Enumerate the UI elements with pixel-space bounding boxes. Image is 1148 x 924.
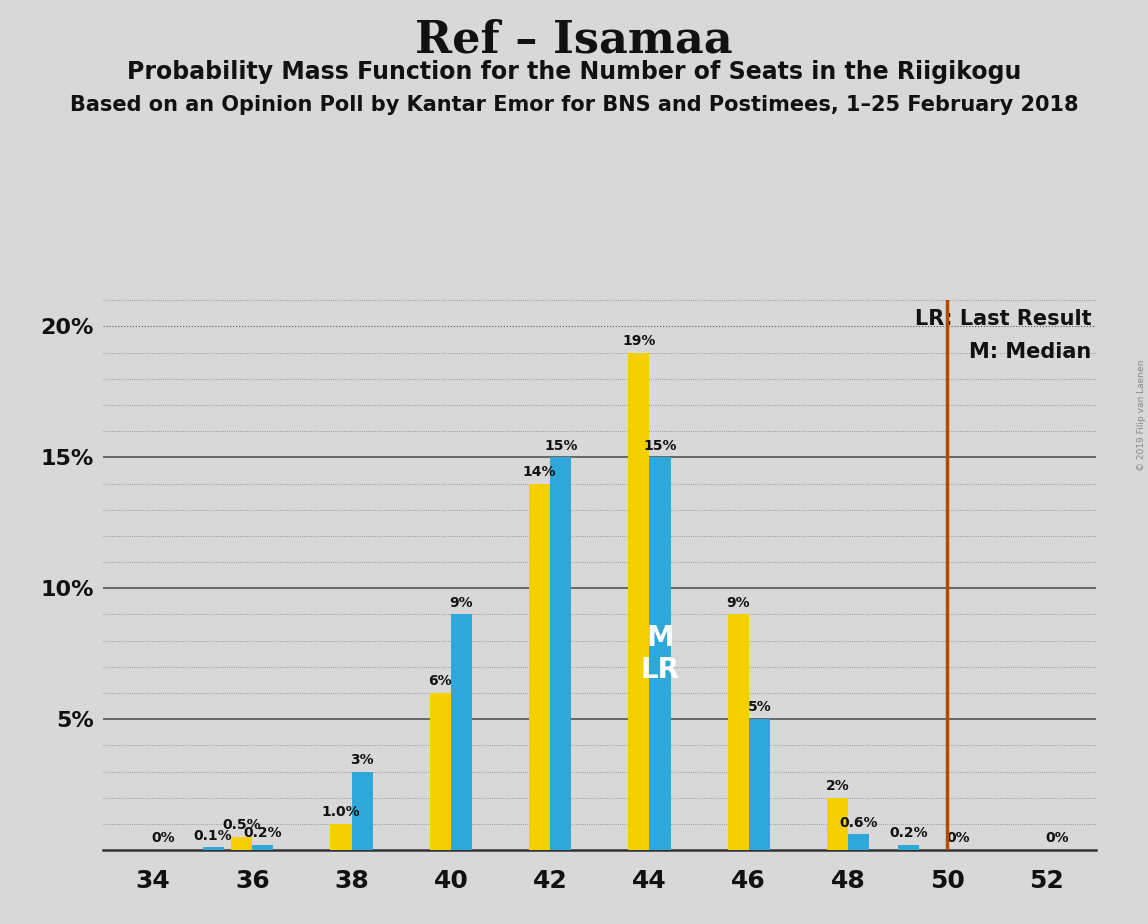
Text: 3%: 3% [350,753,374,767]
Bar [351,772,373,850]
Bar [231,837,253,850]
Bar [202,847,224,850]
Text: 15%: 15% [544,439,577,453]
Text: LR: Last Result: LR: Last Result [915,309,1092,329]
Text: 0.2%: 0.2% [243,826,282,840]
Bar [748,719,770,850]
Text: 0.1%: 0.1% [194,829,233,843]
Bar [628,353,650,850]
Text: 0%: 0% [946,832,970,845]
Text: 5%: 5% [747,700,771,714]
Bar [550,457,572,850]
Text: 0.6%: 0.6% [839,816,878,830]
Bar [650,457,670,850]
Bar [429,693,451,850]
Bar [898,845,918,850]
Text: 0%: 0% [1046,832,1069,845]
Text: 9%: 9% [450,596,473,610]
Text: M
LR: M LR [641,624,680,684]
Text: 6%: 6% [428,675,452,688]
Text: 19%: 19% [622,334,656,348]
Text: 0.5%: 0.5% [223,819,261,833]
Text: 0.2%: 0.2% [889,826,928,840]
Text: 1.0%: 1.0% [321,805,360,820]
Bar [331,824,351,850]
Bar [253,845,273,850]
Text: © 2019 Filip van Laenen: © 2019 Filip van Laenen [1137,360,1146,471]
Text: 2%: 2% [825,779,850,793]
Text: M: Median: M: Median [969,342,1092,361]
Text: 14%: 14% [522,465,557,479]
Text: Ref – Isamaa: Ref – Isamaa [416,18,732,62]
Text: Probability Mass Function for the Number of Seats in the Riigikogu: Probability Mass Function for the Number… [126,60,1022,84]
Bar [529,483,550,850]
Bar [848,834,869,850]
Text: 9%: 9% [727,596,750,610]
Bar [451,614,472,850]
Text: 0%: 0% [152,832,176,845]
Bar [827,797,848,850]
Text: Based on an Opinion Poll by Kantar Emor for BNS and Postimees, 1–25 February 201: Based on an Opinion Poll by Kantar Emor … [70,95,1078,116]
Text: 15%: 15% [643,439,677,453]
Bar [728,614,748,850]
